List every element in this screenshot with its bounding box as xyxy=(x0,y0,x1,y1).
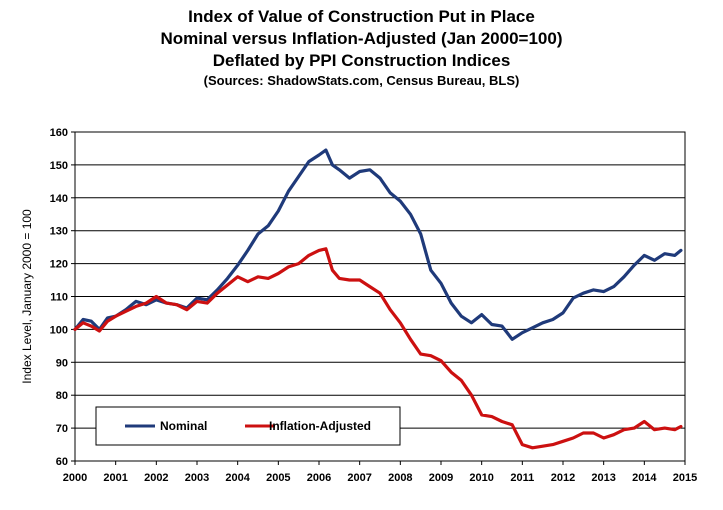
x-tick-label: 2015 xyxy=(673,472,697,484)
x-tick-label: 2009 xyxy=(429,472,453,484)
y-tick-label: 120 xyxy=(50,259,68,271)
x-tick-label: 2014 xyxy=(632,472,657,484)
x-tick-label: 2003 xyxy=(185,472,209,484)
legend: Nominal Inflation-Adjusted xyxy=(95,406,401,446)
chart-title-line-2: Nominal versus Inflation-Adjusted (Jan 2… xyxy=(160,29,563,48)
x-tick-label: 2000 xyxy=(63,472,87,484)
x-tick-label: 2002 xyxy=(144,472,168,484)
legend-label-inflation-adjusted: Inflation-Adjusted xyxy=(269,419,371,433)
grid-lines xyxy=(75,164,685,429)
x-tick-label: 2007 xyxy=(347,472,371,484)
y-tick-label: 110 xyxy=(50,292,68,304)
x-tick-label: 2010 xyxy=(469,472,493,484)
y-axis-ticks: 60 70 80 90 100 110 120 130 140 150 160 xyxy=(50,127,75,468)
x-tick-label: 2008 xyxy=(388,472,412,484)
legend-label-nominal: Nominal xyxy=(160,419,207,433)
x-tick-label: 2013 xyxy=(591,472,615,484)
x-tick-label: 2001 xyxy=(103,472,127,484)
x-tick-label: 2011 xyxy=(510,472,534,484)
y-tick-label: 130 xyxy=(50,226,68,238)
x-tick-label: 2004 xyxy=(225,472,250,484)
chart-title-block: Index of Value of Construction Put in Pl… xyxy=(0,6,723,90)
y-tick-label: 150 xyxy=(50,160,68,172)
x-tick-label: 2012 xyxy=(551,472,575,484)
series-lines xyxy=(73,148,683,450)
y-axis-label: Index Level, January 2000 = 100 xyxy=(20,209,34,384)
y-tick-label: 90 xyxy=(56,357,68,369)
y-tick-label: 100 xyxy=(50,324,68,336)
y-tick-label: 160 xyxy=(50,127,68,139)
y-tick-label: 60 xyxy=(56,456,68,468)
chart-title-line-3: Deflated by PPI Construction Indices xyxy=(212,51,511,70)
y-tick-label: 80 xyxy=(56,390,68,402)
chart-title-line-1: Index of Value of Construction Put in Pl… xyxy=(188,7,535,26)
x-tick-label: 2006 xyxy=(307,472,331,484)
series-line-nominal xyxy=(73,148,683,341)
y-tick-label: 140 xyxy=(50,193,68,205)
x-axis-ticks: 2000 2001 2002 2003 2004 2005 2006 2007 2008 2009… xyxy=(63,461,697,484)
y-tick-label: 70 xyxy=(56,423,68,435)
series-line-inflation-adjusted xyxy=(73,247,683,450)
x-tick-label: 2005 xyxy=(266,472,290,484)
chart-subtitle: (Sources: ShadowStats.com, Census Bureau… xyxy=(203,73,520,88)
